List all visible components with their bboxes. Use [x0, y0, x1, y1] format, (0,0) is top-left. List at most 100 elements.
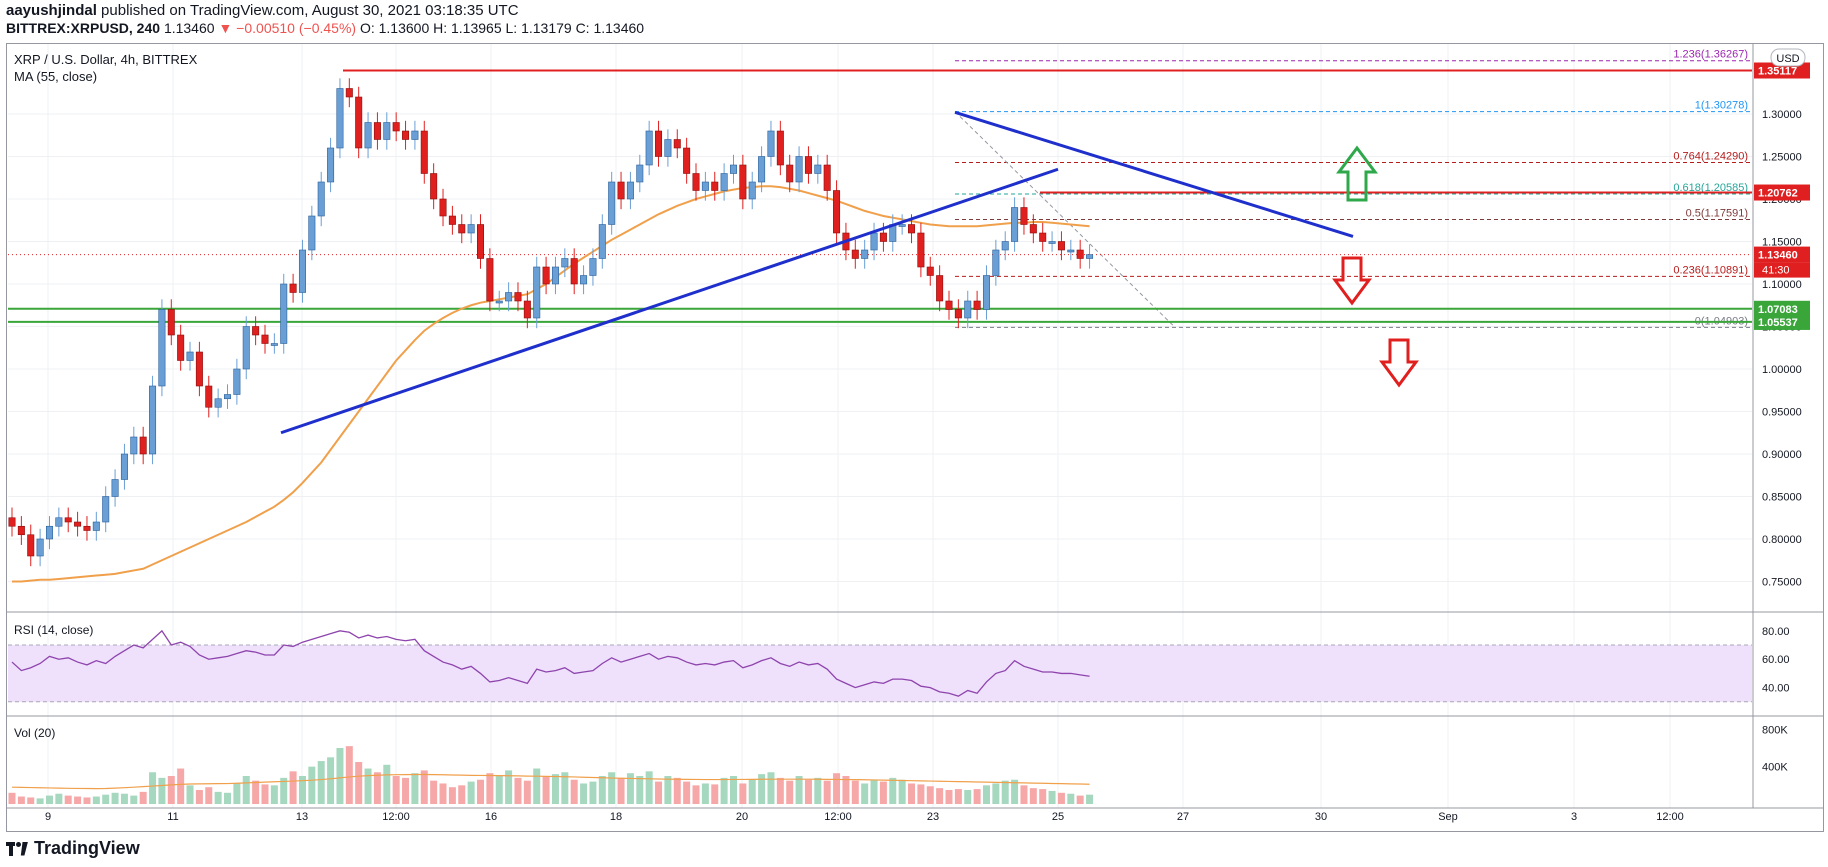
candle-body — [355, 96, 363, 149]
candle-body — [289, 283, 297, 293]
candle-body — [92, 521, 100, 531]
candle-body — [177, 334, 185, 361]
volume-bar — [486, 773, 494, 804]
y-tick-label: 0.75000 — [1762, 577, 1802, 589]
rsi-legend: RSI (14, close) — [14, 623, 93, 637]
volume-bar — [261, 784, 269, 804]
vol-legend: Vol (20) — [14, 726, 55, 740]
volume-bar — [1086, 794, 1094, 804]
candle-body — [673, 139, 681, 149]
chart-title: XRP / U.S. Dollar, 4h, BITTREX — [14, 52, 198, 67]
volume-bar — [158, 777, 166, 804]
volume-bar — [645, 771, 653, 804]
price-axis-badge — [1754, 62, 1810, 79]
volume-bar — [111, 792, 119, 804]
volume-bar — [327, 757, 335, 804]
volume-bar — [720, 777, 728, 804]
volume-bar — [289, 771, 297, 804]
fib-level-label: 1.236(1.36267) — [1673, 49, 1748, 61]
price-axis-badge-label: 1.05537 — [1758, 317, 1798, 329]
candle-body — [617, 181, 625, 200]
volume-bar — [364, 768, 372, 804]
fib-anchor-line — [954, 111, 1176, 328]
candle-body — [786, 164, 794, 183]
volume-bar — [533, 768, 541, 804]
y-tick-label: 1.00000 — [1762, 364, 1802, 376]
candle-body — [589, 258, 597, 276]
vol-tick-label: 800K — [1762, 724, 1788, 736]
volume-bar — [139, 791, 147, 804]
volume-bar — [345, 746, 353, 804]
candle-body — [36, 538, 44, 557]
chart-frame — [6, 43, 1824, 832]
author-name[interactable]: aayushjindal — [6, 2, 97, 19]
x-tick-label: 12:00 — [1656, 811, 1684, 823]
candle-body — [195, 351, 203, 387]
candle-body — [870, 232, 878, 251]
candle-body — [139, 436, 147, 455]
candle-body — [298, 249, 306, 293]
footer-brand[interactable]: TradingView — [6, 838, 140, 859]
volume-bar — [177, 768, 185, 804]
volume-bar — [982, 785, 990, 804]
volume-bar — [861, 783, 869, 804]
rsi-tick-label: 40.00 — [1762, 683, 1790, 695]
volume-bar — [27, 797, 35, 804]
tradingview-logo-icon — [6, 841, 28, 856]
candle-body — [1011, 207, 1019, 242]
candle-body — [514, 292, 522, 302]
candle-body — [411, 130, 419, 140]
candle-body — [280, 283, 288, 344]
candle-body — [167, 309, 175, 336]
candle-body — [973, 300, 981, 310]
candle-body — [1076, 249, 1084, 259]
candle-body — [205, 385, 213, 408]
volume-bar — [8, 792, 16, 804]
volume-bar — [608, 772, 616, 804]
volume-bar — [64, 795, 72, 804]
price-axis-badge-label: 1.07083 — [1758, 304, 1798, 316]
volume-bar — [252, 780, 260, 804]
volume-bar — [411, 773, 419, 804]
candle-body — [561, 258, 569, 268]
candle-body — [448, 215, 456, 225]
candle-body — [776, 130, 784, 166]
volume-bar — [908, 783, 916, 804]
candle-body — [626, 181, 634, 200]
volume-bar — [954, 789, 962, 804]
volume-bar — [748, 779, 756, 804]
candle-body — [523, 300, 531, 319]
candle-body — [345, 88, 353, 98]
volume-bar — [870, 779, 878, 804]
candle-body — [908, 224, 916, 234]
volume-bar — [804, 779, 812, 804]
volume-bar — [655, 781, 663, 804]
x-tick-label: 27 — [1177, 811, 1189, 823]
volume-bar — [701, 783, 709, 804]
volume-bar — [495, 776, 503, 804]
y-tick-label: 1.10000 — [1762, 279, 1802, 291]
candle-body — [224, 394, 232, 400]
candle-body — [467, 224, 475, 234]
volume-bar — [617, 777, 625, 804]
price-axis-badge — [1754, 184, 1810, 201]
currency-badge[interactable] — [1770, 48, 1806, 67]
volume-bar — [383, 764, 391, 804]
price-change: ▼ −0.00510 (−0.45%) — [218, 20, 357, 36]
volume-bar — [130, 795, 138, 804]
x-tick-label: Sep — [1438, 811, 1458, 823]
volume-bar — [1011, 779, 1019, 804]
price-axis-badge-label: 1.13460 — [1758, 250, 1798, 262]
volume-bar — [767, 772, 775, 804]
volume-bar — [1001, 780, 1009, 804]
candle-body — [158, 309, 166, 387]
volume-bar — [523, 780, 531, 804]
volume-bar — [898, 779, 906, 804]
candle-body — [926, 266, 934, 276]
volume-bar — [889, 777, 897, 804]
x-tick-label: 12:00 — [382, 811, 410, 823]
y-tick-label: 0.95000 — [1762, 407, 1802, 419]
candle-body — [767, 130, 775, 157]
candle-body — [83, 525, 91, 531]
